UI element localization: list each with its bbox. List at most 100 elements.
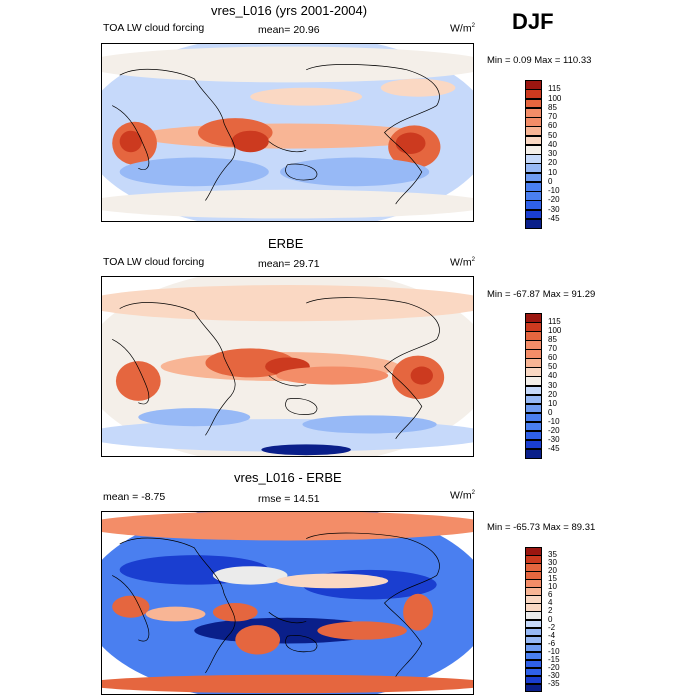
contour-region <box>403 593 433 631</box>
contour-region <box>317 621 407 640</box>
contour-region <box>276 366 389 385</box>
legend-tick-label: 40 <box>548 371 557 381</box>
legend-tick-label: -15 <box>548 654 560 664</box>
contour-region <box>261 444 351 456</box>
contour-region <box>410 366 433 385</box>
panel-3-mean-label: mean = -8.75 <box>103 491 166 503</box>
panel-3-legend: 35 30 20 15 10 6 4 2 0 -2 -4 -6 -10 -15 -20 -30 -35 <box>525 547 585 693</box>
coastline <box>119 68 236 201</box>
legend-tick-label: -35 <box>548 678 560 688</box>
coastline <box>112 575 150 642</box>
legend-tick-label: 100 <box>548 93 562 103</box>
contour-region <box>276 573 389 589</box>
legend-tick-label: 50 <box>548 130 557 140</box>
contour-region <box>250 87 363 106</box>
map-field <box>101 511 474 695</box>
contour-region <box>302 415 437 434</box>
panel-1-title: vres_L016 (yrs 2001-2004) <box>211 3 368 18</box>
legend-tick-label: 20 <box>548 158 557 168</box>
contour-region <box>138 408 251 427</box>
coastline <box>306 297 440 440</box>
panel-2-units-label: W/m2 <box>450 256 475 269</box>
panel-1-legend: 115 100 85 70 60 50 40 30 20 10 0 -10 -20 -30 -45 <box>525 80 585 229</box>
coastline <box>306 532 440 677</box>
panel-3-minmax-label: Min = -65.73 Max = 89.31 <box>487 522 596 533</box>
legend-tick-label: -30 <box>548 670 560 680</box>
legend-tick-label: 0 <box>548 614 553 624</box>
legend-tick-label: 0 <box>548 407 553 417</box>
contour-region <box>115 361 161 401</box>
legend-tick-label: -45 <box>548 213 560 223</box>
legend-tick-label: 30 <box>548 558 557 568</box>
legend-tick-label: 15 <box>548 574 557 584</box>
legend-tick-label: -2 <box>548 622 556 632</box>
map-frame <box>101 43 474 222</box>
panel-2-title: ERBE <box>268 236 304 251</box>
panel-2-map <box>101 276 474 457</box>
legend-tick-label: -30 <box>548 204 560 214</box>
contour-region <box>119 130 143 153</box>
contour-region <box>101 674 474 694</box>
legend-tick-label: 10 <box>548 167 557 177</box>
legend-tick-label: -10 <box>548 186 560 195</box>
contour-region <box>101 511 474 541</box>
legend-tick-label: -20 <box>548 425 560 435</box>
panel-3-rmse-label: rmse = 14.51 <box>258 493 320 505</box>
legend-swatch <box>525 448 542 459</box>
legend-tick-label: 20 <box>548 389 557 399</box>
panel-2-variable-label: TOA LW cloud forcing <box>103 256 205 268</box>
contour-region <box>101 46 474 83</box>
contour-region <box>212 566 288 585</box>
panel-1-map <box>101 43 474 222</box>
coastline <box>268 611 318 653</box>
panel-2-mean-label: mean= 29.71 <box>258 258 320 270</box>
coastline <box>268 141 318 181</box>
legend-tick-label: 40 <box>548 139 557 149</box>
legend-tick-label: 30 <box>548 149 557 158</box>
legend-tick-label: 2 <box>548 606 553 616</box>
legend-tick-label: -45 <box>548 443 560 453</box>
panel-3-units-label: W/m2 <box>450 489 475 502</box>
legend-tick-label: 85 <box>548 335 557 345</box>
legend-tick-label: -4 <box>548 630 556 640</box>
legend-tick-label: -20 <box>548 195 560 205</box>
map-field <box>101 43 474 222</box>
map-frame <box>101 276 474 457</box>
panel-1-mean-label: mean= 20.96 <box>258 24 320 36</box>
legend-swatch <box>525 683 542 693</box>
legend-tick-label: 115 <box>548 317 561 327</box>
coastline <box>112 338 150 405</box>
legend-tick-label: -6 <box>548 638 556 648</box>
legend-tick-label: 50 <box>548 362 557 372</box>
contour-region <box>380 78 456 97</box>
legend-tick-label: 115 <box>548 84 561 94</box>
contour-region <box>212 603 258 622</box>
map-frame <box>101 511 474 695</box>
panel-1-units-label: W/m2 <box>450 22 475 35</box>
legend-tick-label: 35 <box>548 550 557 560</box>
coastline <box>268 375 318 415</box>
panel-2-minmax-label: Min = -67.87 Max = 91.29 <box>487 289 596 300</box>
panel-3-map <box>101 511 474 695</box>
contour-region <box>231 130 269 153</box>
legend-tick-label: 100 <box>548 326 562 336</box>
legend-tick-label: -10 <box>548 646 560 656</box>
contour-region <box>395 132 426 154</box>
legend-tick-label: -20 <box>548 662 560 672</box>
legend-tick-label: 4 <box>548 598 553 608</box>
contour-region <box>280 157 430 187</box>
contour-region <box>119 157 269 187</box>
contour-region <box>101 189 474 219</box>
coastline <box>112 105 150 170</box>
coastline <box>306 64 440 205</box>
legend-tick-label: 0 <box>548 176 553 186</box>
panel-3-title: vres_L016 - ERBE <box>234 470 342 485</box>
coastline <box>119 537 236 674</box>
legend-tick-label: 70 <box>548 112 557 121</box>
panel-1-variable-label: TOA LW cloud forcing <box>103 22 205 34</box>
legend-tick-label: 85 <box>548 102 557 112</box>
legend-tick-label: 10 <box>548 398 557 408</box>
contour-region <box>235 625 281 655</box>
coastline <box>119 302 236 436</box>
legend-tick-label: -10 <box>548 416 560 426</box>
